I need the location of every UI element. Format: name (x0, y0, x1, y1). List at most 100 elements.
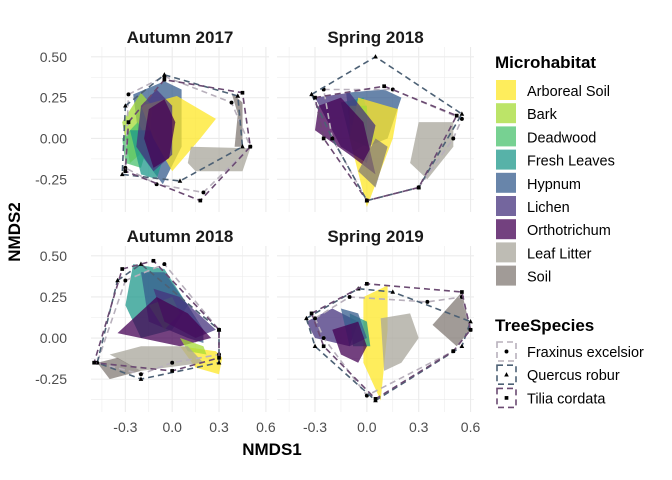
legend-label-tilia-cordata: Tilia cordata (527, 391, 606, 407)
species-hull-fraxinus-excelsior (124, 75, 252, 194)
point-tilia-cordata (321, 344, 326, 349)
y-tick-label: -0.25 (35, 371, 67, 387)
point-tilia-cordata (373, 397, 378, 401)
point-fraxinus-excelsior (459, 116, 464, 121)
point-fraxinus-excelsior (123, 278, 128, 283)
point-tilia-cordata (309, 311, 314, 316)
legend-key-hypnum (496, 172, 516, 193)
point-fraxinus-excelsior (162, 262, 167, 267)
point-tilia-cordata (321, 136, 326, 141)
legend-key-leaf-litter (496, 242, 516, 263)
legend-key-arboreal-soil (496, 80, 516, 100)
hull-orthotrichum (144, 99, 176, 168)
legend-key-lichen (496, 196, 516, 216)
point-quercus-robur (459, 111, 465, 116)
y-tick-label: 0.00 (40, 330, 67, 346)
point-quercus-robur (390, 289, 396, 294)
point-quercus-robur (235, 93, 241, 98)
point-tilia-cordata (170, 369, 175, 373)
panel-title: Spring 2019 (327, 227, 423, 246)
panel-autumn-2017: Autumn 2017 -0.25 0.00 0.25 0.50 (35, 28, 269, 212)
y-tick-label: 0.00 (40, 130, 67, 146)
hull-orthotrichum (117, 297, 212, 347)
hull-orthotrichum (332, 321, 367, 363)
point-quercus-robur (329, 135, 335, 141)
legend-key-soil (496, 265, 516, 286)
legend-label-fraxinus-excelsior: Fraxinus excelsior (527, 345, 644, 361)
point-quercus-robur (138, 376, 144, 381)
legend-key-fresh-leaves (496, 149, 516, 170)
legend-label-hypnum: Hypnum (527, 177, 581, 193)
point-quercus-robur (468, 318, 473, 324)
panel-spring-2018: Spring 2018 (277, 28, 474, 212)
point-fraxinus-excelsior (321, 336, 326, 340)
point-quercus-robur (216, 360, 222, 365)
point-quercus-robur (162, 72, 167, 77)
point-quercus-robur (115, 277, 120, 283)
legend-key-bark (496, 103, 516, 124)
legend: Microhabitat TreeSpecies Arboreal Soil Ba… (495, 53, 644, 409)
point-tilia-cordata (454, 113, 459, 118)
species-hull-tilia-cordata (310, 282, 472, 400)
point-tilia-cordata (365, 198, 369, 203)
legend-label-deadwood: Deadwood (527, 130, 596, 146)
x-tick-label: 0.0 (162, 419, 182, 435)
point-fraxinus-excelsior (201, 190, 206, 195)
x-tick-label: 0.3 (409, 419, 429, 435)
hull-arboreal-soil (363, 285, 388, 401)
legend-label-lichen: Lichen (527, 200, 570, 216)
point-fraxinus-excelsior (229, 100, 234, 105)
legend-title-microhabitat: Microhabitat (495, 53, 596, 72)
axes: NMDS1 NMDS2 (5, 202, 302, 459)
hull-leaf-litter (410, 122, 454, 180)
panel-title: Autumn 2017 (127, 28, 234, 47)
hull-bark (180, 338, 207, 355)
point-tilia-cordata (451, 349, 456, 354)
point-tilia-cordata (151, 258, 156, 263)
point-quercus-robur (119, 171, 125, 177)
point-tilia-cordata (126, 120, 131, 124)
point-fraxinus-excelsior (425, 299, 430, 304)
point-tilia-cordata (240, 90, 245, 95)
x-tick-label: 0.0 (357, 419, 377, 435)
panel-title: Spring 2018 (327, 28, 423, 47)
point-fraxinus-excelsior (126, 92, 131, 97)
point-tilia-cordata (198, 198, 203, 203)
hull-soil (231, 92, 243, 147)
legend-marker-fraxinus-excelsior (504, 349, 509, 354)
legend-label-soil: Soil (527, 270, 551, 286)
y-tick-label: 0.50 (40, 49, 67, 65)
point-tilia-cordata (313, 95, 317, 100)
panel-title: Autumn 2018 (127, 227, 234, 246)
point-tilia-cordata (123, 169, 128, 173)
point-fraxinus-excelsior (139, 372, 143, 377)
point-tilia-cordata (382, 84, 386, 89)
legend-key-orthotrichum (496, 219, 516, 240)
point-quercus-robur (309, 91, 314, 97)
legend-key-deadwood (496, 126, 516, 147)
point-quercus-robur (459, 343, 465, 349)
point-quercus-robur (312, 343, 318, 349)
point-quercus-robur (177, 178, 183, 183)
point-tilia-cordata (416, 185, 421, 190)
x-axis-title: NMDS1 (242, 440, 302, 459)
hull-orthotrichum (315, 97, 376, 175)
point-fraxinus-excelsior (347, 294, 352, 299)
point-tilia-cordata (365, 281, 369, 286)
point-fraxinus-excelsior (451, 136, 456, 141)
point-tilia-cordata (92, 360, 96, 365)
point-tilia-cordata (217, 355, 221, 360)
x-tick-label: -0.3 (113, 419, 137, 435)
point-tilia-cordata (217, 327, 221, 332)
point-tilia-cordata (120, 267, 125, 271)
legend-marker-tilia-cordata (504, 396, 509, 400)
y-axis-title: NMDS2 (5, 202, 24, 262)
panel-autumn-2018: Autumn 2018 -0.3 0.0 0.3 0.6 -0.25 0.00 0.25 0.5… (35, 227, 276, 435)
hull-leaf-litter (109, 346, 204, 371)
y-tick-label: -0.25 (35, 171, 67, 187)
point-tilia-cordata (468, 327, 473, 332)
panel-spring-2019: Spring 2019 -0.3 0.0 0.3 0.6 (277, 227, 480, 435)
legend-label-fresh-leaves: Fresh Leaves (527, 154, 615, 170)
legend-marker-quercus-robur (504, 372, 509, 377)
legend-label-arboreal-soil: Arboreal Soil (527, 84, 610, 100)
